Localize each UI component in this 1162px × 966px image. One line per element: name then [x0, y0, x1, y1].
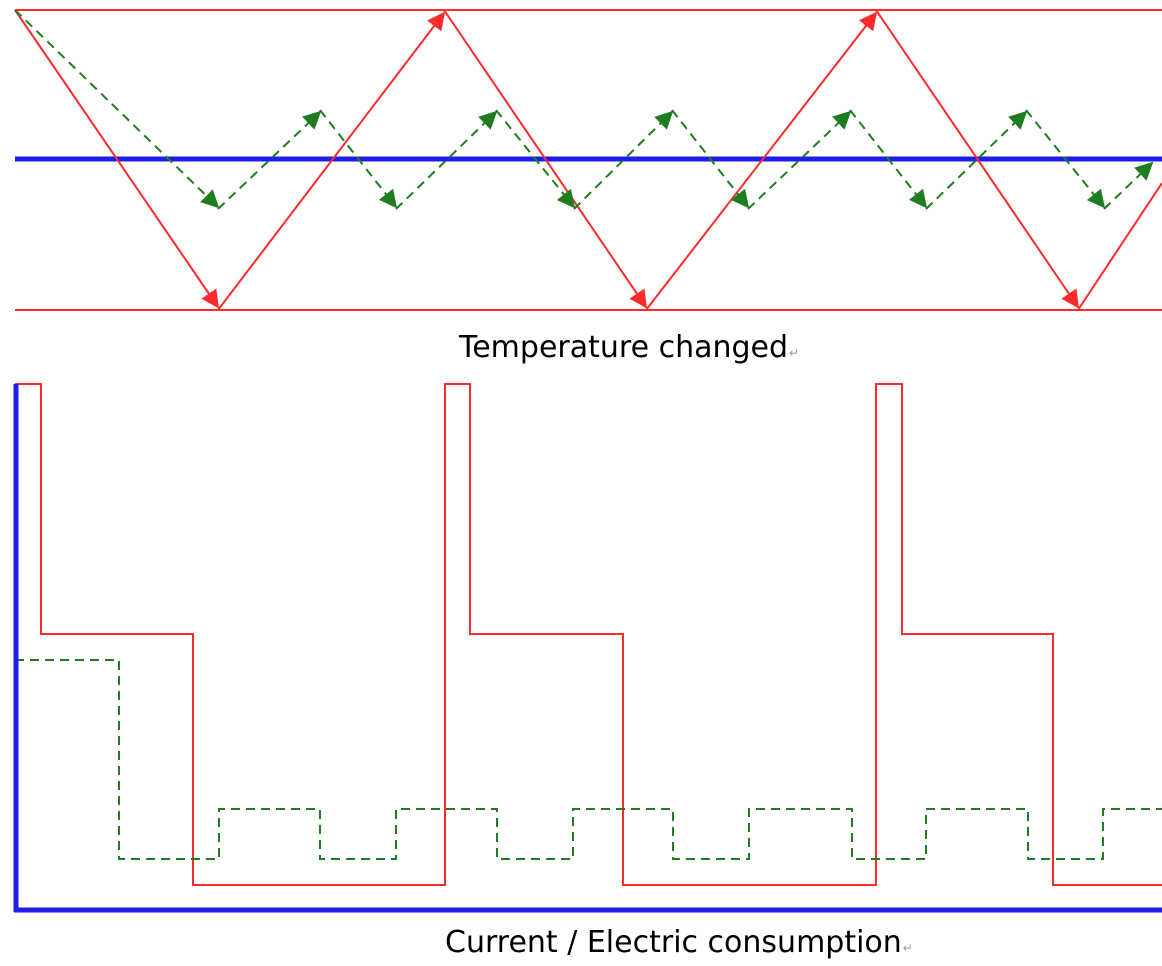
- current-caption: Current / Electric consumption↵: [445, 925, 913, 960]
- current-diagram: [13, 383, 1162, 913]
- temperature-caption-text: Temperature changed: [459, 330, 789, 365]
- temperature-caption: Temperature changed↵: [459, 330, 799, 365]
- green-zigzag-segment: [319, 109, 398, 209]
- green-zigzag-segment: [395, 110, 498, 210]
- red-zigzag-segment: [1077, 182, 1162, 311]
- red-zigzag-segment: [875, 9, 1080, 309]
- green-zigzag-segment: [925, 110, 1028, 210]
- paragraph-return-icon: ↵: [789, 346, 800, 360]
- green-zigzag-segment: [495, 109, 576, 209]
- temperature-diagram: [14, 9, 1162, 311]
- green-zigzag-segment: [1025, 109, 1106, 209]
- green-temperature-zigzag: [14, 9, 1154, 210]
- green-zigzag-segment: [14, 9, 220, 209]
- red-temperature-zigzag: [14, 9, 1162, 311]
- red-current-square-wave: [15, 383, 1162, 886]
- green-zigzag-segment: [1103, 161, 1154, 210]
- red-zigzag-segment: [14, 9, 220, 309]
- green-zigzag-segment: [573, 110, 674, 210]
- red-zigzag-segment: [443, 9, 648, 309]
- paragraph-return-icon: ↵: [902, 941, 913, 955]
- current-caption-text: Current / Electric consumption: [445, 925, 902, 960]
- green-zigzag-segment: [671, 109, 750, 209]
- green-zigzag-segment: [747, 110, 852, 210]
- green-zigzag-segment: [849, 109, 928, 209]
- green-zigzag-segment: [217, 110, 322, 210]
- red-zigzag-segment: [217, 11, 446, 311]
- green-current-step-wave: [15, 659, 1162, 860]
- red-zigzag-segment: [645, 11, 878, 311]
